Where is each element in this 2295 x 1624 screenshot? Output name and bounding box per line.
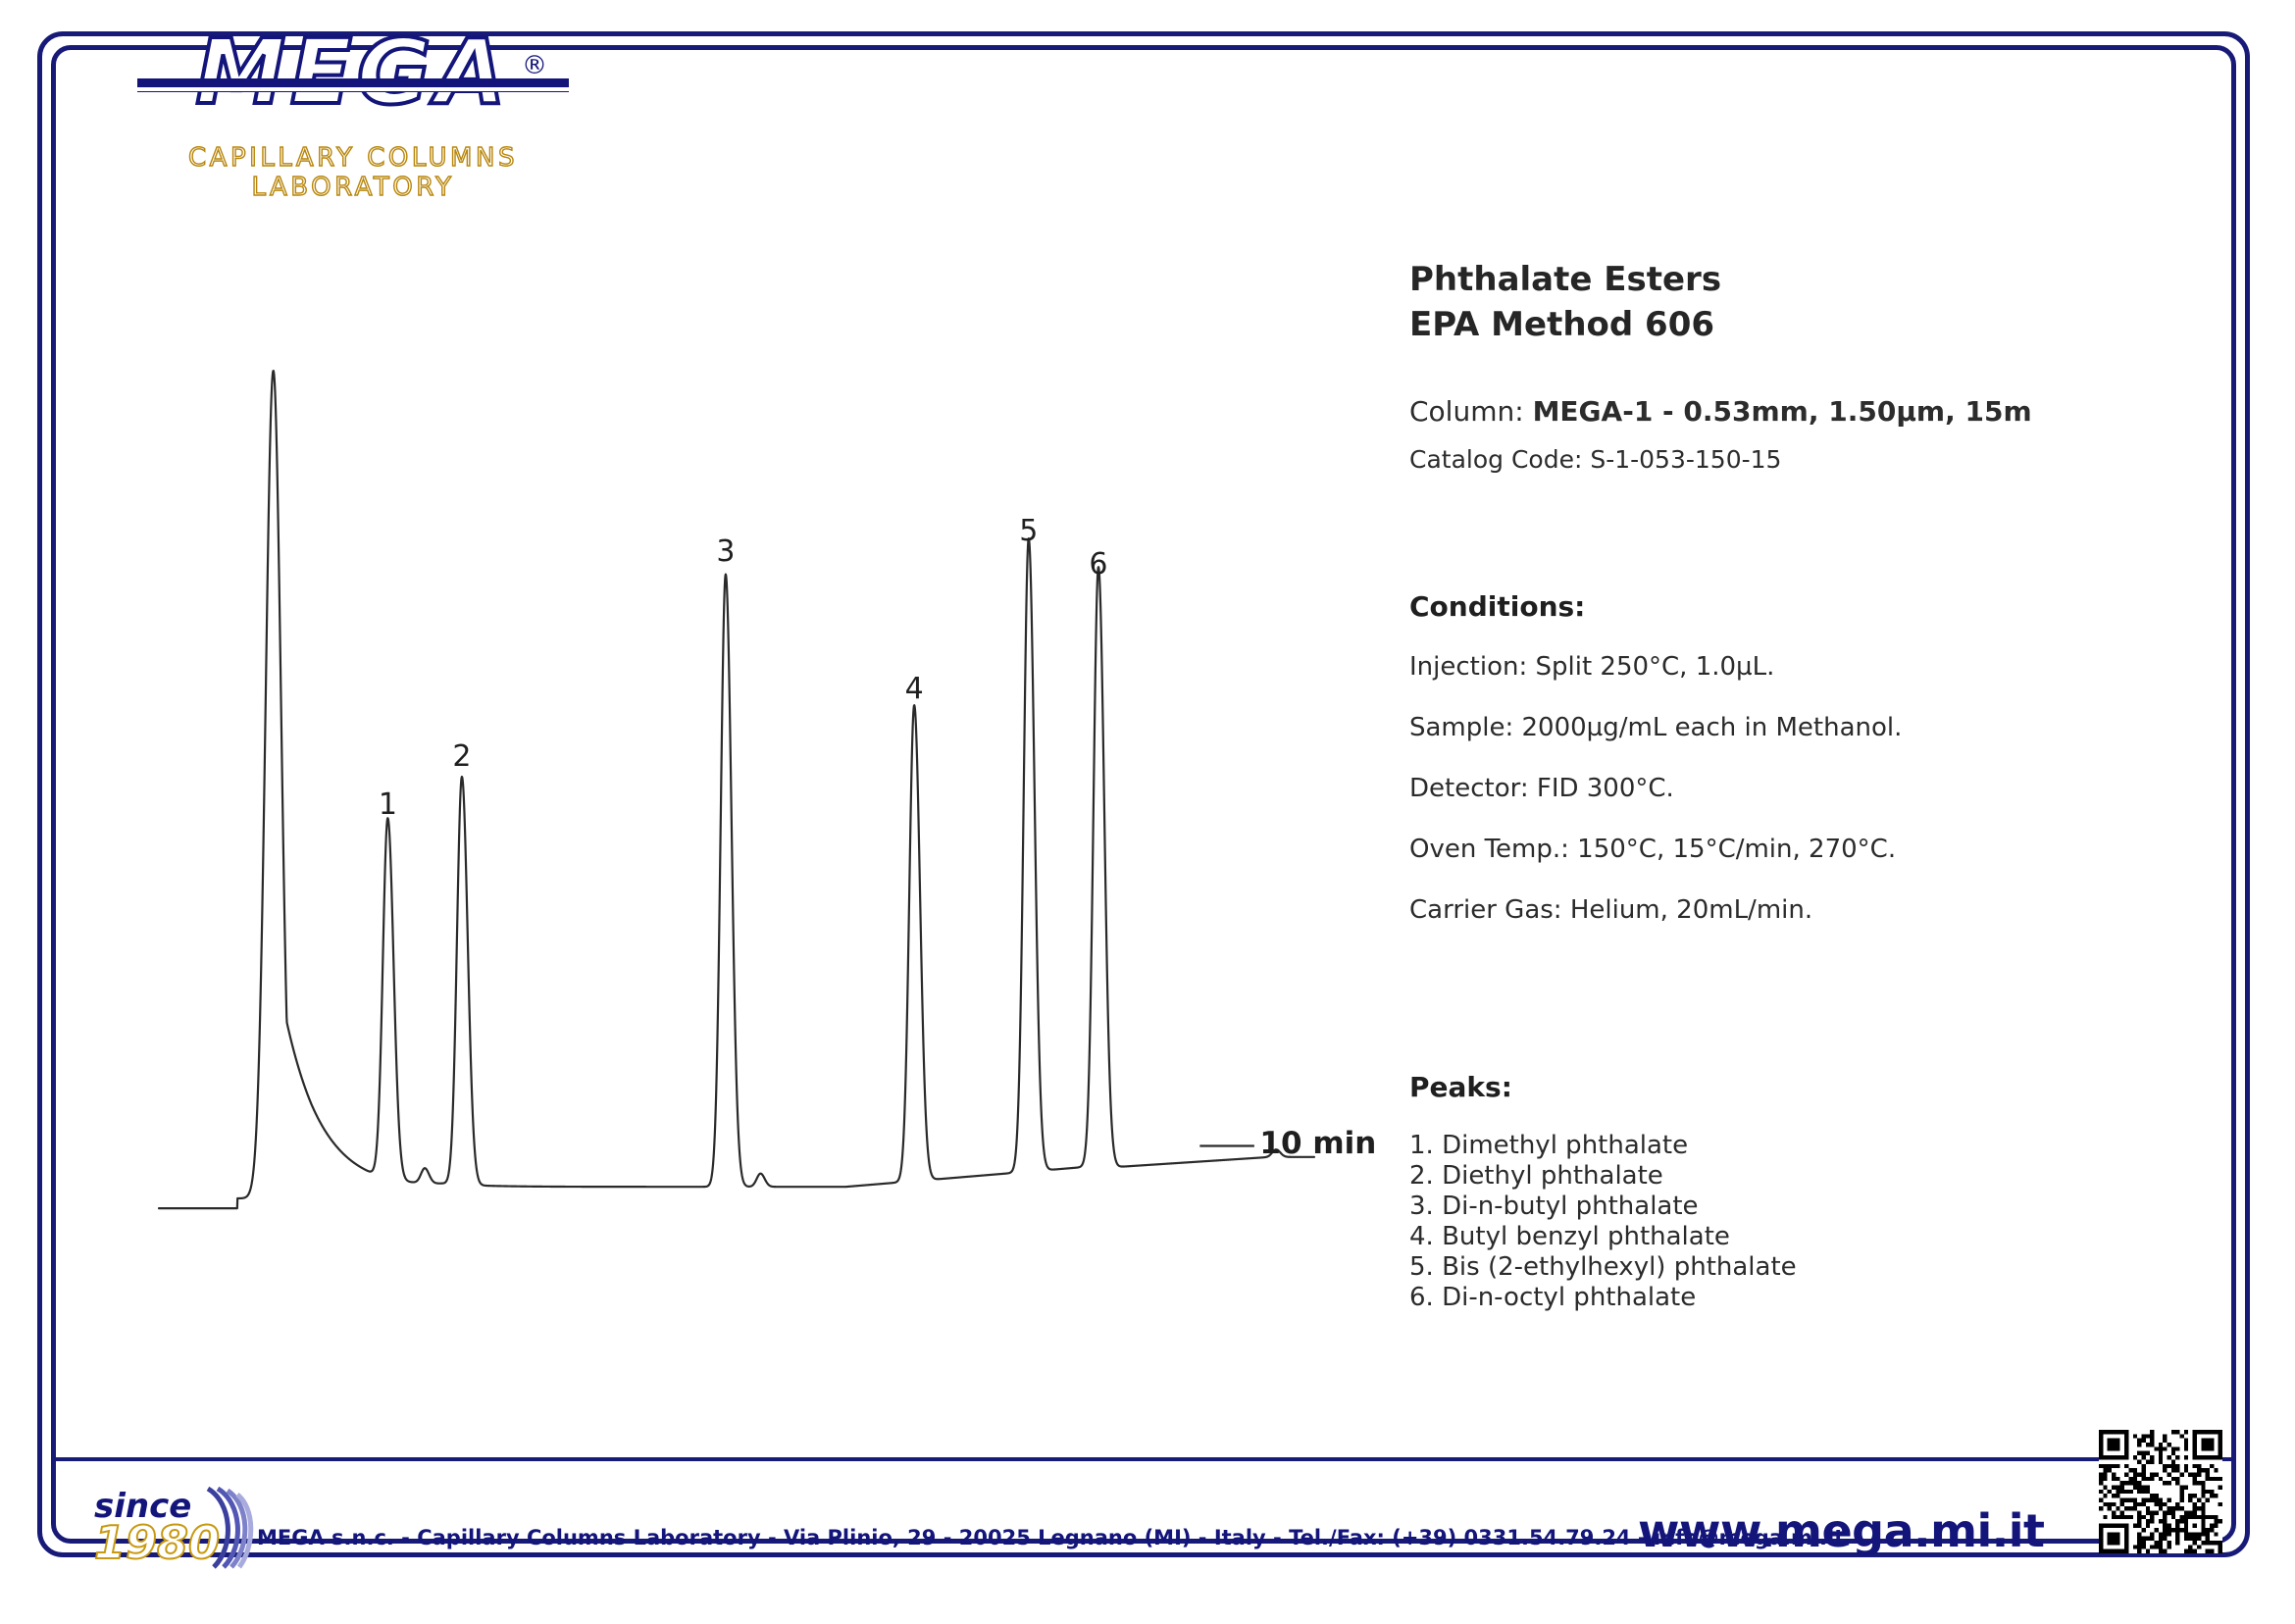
peak-label-6: 6 — [1089, 547, 1108, 583]
mega-logo: MEGA ® CAPILLARY COLUMNS LABORATORY — [137, 18, 608, 203]
peak-label-1: 1 — [378, 787, 397, 822]
peak-label-2: 2 — [452, 738, 472, 774]
chromatogram: 1 2 3 4 5 6 10 min — [147, 324, 1376, 1285]
logo-subtitle-line1: CAPILLARY COLUMNS — [187, 142, 518, 173]
peaks-block: Peaks: 1. Dimethyl phthalate 2. Diethyl … — [1409, 1071, 2194, 1313]
qr-code-icon[interactable] — [2099, 1430, 2222, 1553]
peak-item: 4. Butyl benzyl phthalate — [1409, 1222, 1730, 1251]
peak-item: 3. Di-n-butyl phthalate — [1409, 1192, 1699, 1221]
peak-item: 2. Diethyl phthalate — [1409, 1161, 1663, 1191]
peak-item: 1. Dimethyl phthalate — [1409, 1131, 1689, 1160]
website-url-link[interactable]: www.mega.mi.it — [1638, 1504, 2045, 1557]
footer-divider — [51, 1457, 2236, 1461]
column-row: Column: MEGA-1 - 0.53mm, 1.50µm, 15m — [1409, 392, 2184, 431]
conditions-heading: Conditions: — [1409, 590, 1586, 623]
logo-strike-line — [137, 78, 569, 92]
logo-subtitle-line2: LABORATORY — [251, 172, 455, 202]
swoosh-icon — [206, 1486, 254, 1569]
condition-item: Detector: FID 300°C. — [1409, 774, 1674, 803]
peak-label-4: 4 — [904, 671, 924, 706]
condition-item: Carrier Gas: Helium, 20mL/min. — [1409, 895, 1813, 925]
title-line1: Phthalate Esters — [1409, 260, 1722, 299]
title-line2: EPA Method 606 — [1409, 305, 1715, 344]
peak-item: 6. Di-n-octyl phthalate — [1409, 1283, 1697, 1312]
conditions-block: Conditions: Injection: Split 250°C, 1.0µ… — [1409, 590, 2194, 927]
peaks-heading: Peaks: — [1409, 1071, 1512, 1103]
since-year: 1980 — [93, 1515, 221, 1570]
condition-item: Injection: Split 250°C, 1.0µL. — [1409, 652, 1775, 682]
peak-item: 5. Bis (2-ethylhexyl) phthalate — [1409, 1252, 1797, 1282]
catalog-code: Catalog Code: S-1-053-150-15 — [1409, 445, 1782, 474]
since-1980-logo: since 1980 — [93, 1486, 254, 1571]
mega-wordmark: MEGA — [193, 18, 511, 127]
conditions-list: Injection: Split 250°C, 1.0µL. Sample: 2… — [1409, 650, 2194, 927]
peaks-list: 1. Dimethyl phthalate 2. Diethyl phthala… — [1409, 1131, 2194, 1313]
column-value: MEGA-1 - 0.53mm, 1.50µm, 15m — [1532, 395, 2032, 428]
footer-address: MEGA s.n.c. - Capillary Columns Laborato… — [257, 1526, 1845, 1549]
condition-item: Oven Temp.: 150°C, 15°C/min, 270°C. — [1409, 835, 1897, 864]
axis-end-label: 10 min — [1259, 1126, 1377, 1162]
peak-label-5: 5 — [1019, 514, 1039, 549]
condition-item: Sample: 2000µg/mL each in Methanol. — [1409, 713, 1903, 742]
trace-line — [157, 370, 1316, 1210]
since-word: since — [94, 1487, 192, 1526]
chromatogram-trace — [157, 370, 1316, 1210]
method-info-block: Phthalate Esters EPA Method 606 Column: … — [1409, 257, 2184, 477]
peak-label-3: 3 — [716, 534, 736, 570]
registered-trademark-icon: ® — [522, 51, 547, 80]
column-label: Column: — [1409, 395, 1533, 428]
